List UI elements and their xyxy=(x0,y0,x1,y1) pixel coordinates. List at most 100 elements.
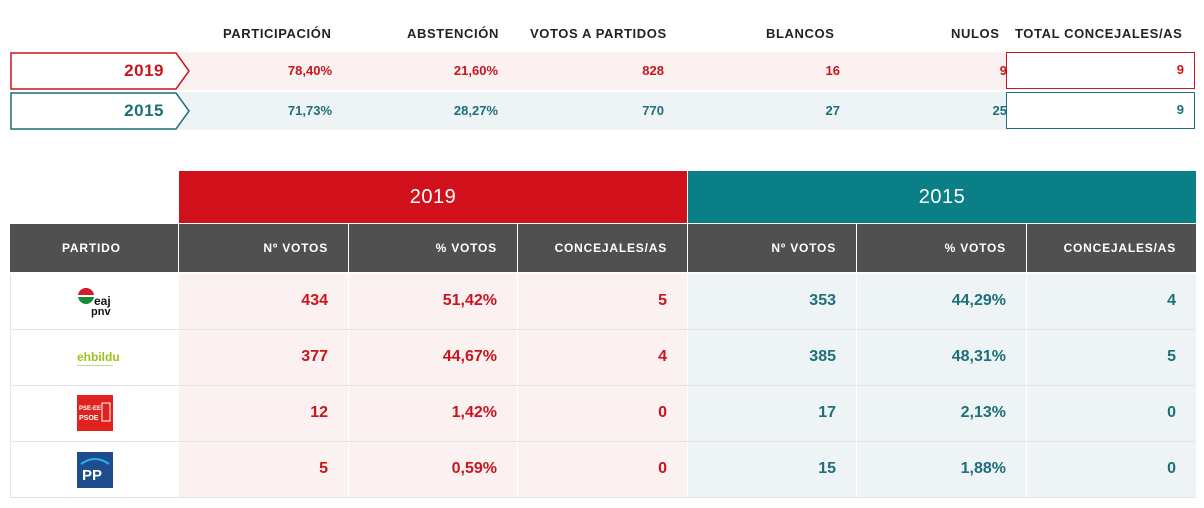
votos-partidos-value: 828 xyxy=(642,63,664,78)
concejales-2015: 0 xyxy=(1167,404,1176,421)
col-header-label: Nº VOTOS xyxy=(771,241,836,255)
votos-2019: 12 xyxy=(310,404,328,421)
pct-2019-cell: 51,42% xyxy=(349,274,518,329)
col-header-label: PARTIDO xyxy=(62,241,121,255)
pct-2015: 48,31% xyxy=(951,348,1006,365)
col-header-label: % VOTOS xyxy=(944,241,1006,255)
pct-2019-cell: 0,59% xyxy=(349,442,518,497)
row-divider xyxy=(10,497,1196,498)
year-tag-2015: 2015 xyxy=(10,92,190,130)
row-divider xyxy=(10,441,1196,442)
year-label: 2019 xyxy=(124,61,164,80)
pct-2015-cell: 2,13% xyxy=(857,386,1027,441)
pct-2019-cell: 1,42% xyxy=(349,386,518,441)
year-arrow-shape xyxy=(10,52,190,90)
total-concejales-value: 9 xyxy=(1176,62,1184,77)
year-arrow-shape xyxy=(10,92,190,130)
party-logo-text: PP xyxy=(82,467,102,484)
participacion-value: 71,73% xyxy=(287,103,332,118)
concejales-2015-cell: 5 xyxy=(1027,330,1196,385)
concejales-2015: 0 xyxy=(1167,460,1176,477)
col-header-votos-2015: Nº VOTOS xyxy=(688,224,856,272)
party-logo-cell: eaj pnv xyxy=(10,274,178,329)
pct-2019: 1,42% xyxy=(451,404,497,421)
votos-2015-cell: 15 xyxy=(688,442,857,497)
col-header-partido: PARTIDO xyxy=(10,224,178,272)
pct-2015: 1,88% xyxy=(960,460,1006,477)
party-logo-cell: PSE-EE PSOE xyxy=(10,386,178,441)
row-divider xyxy=(10,385,1196,386)
total-concejales-box: 9 xyxy=(1006,92,1195,129)
results-year-2019-header: 2019 xyxy=(179,171,687,223)
party-logo-cell: PP xyxy=(10,442,178,497)
pct-2019: 0,59% xyxy=(451,460,497,477)
concejales-2015: 4 xyxy=(1167,292,1176,309)
pct-2015: 2,13% xyxy=(960,404,1006,421)
table-row: PSE-EE PSOE 12 1,42% 0 17 2,13% 0 xyxy=(10,386,1196,441)
total-concejales-box: 9 xyxy=(1006,52,1195,89)
table-row: ehbildu 377 44,67% 4 385 48,31% 5 xyxy=(10,330,1196,385)
concejales-2019-cell: 0 xyxy=(518,386,688,441)
party-logo-text: PSOE xyxy=(79,415,99,422)
party-logo-text: ehbildu xyxy=(77,350,120,364)
party-logo-cell: ehbildu xyxy=(10,330,178,385)
concejales-2019-cell: 5 xyxy=(518,274,688,329)
header-blancos: BLANCOS xyxy=(766,26,835,41)
concejales-2019: 0 xyxy=(658,404,667,421)
col-header-label: CONCEJALES/AS xyxy=(1063,241,1176,255)
votos-2015-cell: 353 xyxy=(688,274,857,329)
pct-2015-cell: 48,31% xyxy=(857,330,1027,385)
pct-2015: 44,29% xyxy=(951,292,1006,309)
votos-2019: 377 xyxy=(301,348,328,365)
col-header-pct-2019: % VOTOS xyxy=(349,224,517,272)
concejales-2015-cell: 0 xyxy=(1027,386,1196,441)
pse-ee-psoe-logo: PSE-EE PSOE xyxy=(77,395,113,431)
pct-2015-cell: 1,88% xyxy=(857,442,1027,497)
votos-2015: 15 xyxy=(818,460,836,477)
votos-2015-cell: 385 xyxy=(688,330,857,385)
votos-2015: 353 xyxy=(809,292,836,309)
eaj-pnv-logo: eaj pnv xyxy=(78,288,111,318)
concejales-2019: 5 xyxy=(658,292,667,309)
col-header-concejales-2019: CONCEJALES/AS xyxy=(518,224,687,272)
party-logo-text: PSE-EE xyxy=(79,406,101,412)
pct-2019: 44,67% xyxy=(442,348,497,365)
table-row: eaj pnv 434 51,42% 5 353 44,29% 4 xyxy=(10,274,1196,329)
pp-logo: PP xyxy=(77,452,113,488)
col-header-label: CONCEJALES/AS xyxy=(554,241,667,255)
concejales-2015-cell: 0 xyxy=(1027,442,1196,497)
party-logo-text: eaj xyxy=(94,294,111,308)
year-label: 2015 xyxy=(124,101,164,120)
col-header-pct-2015: % VOTOS xyxy=(857,224,1026,272)
abstencion-value: 28,27% xyxy=(453,103,498,118)
concejales-2015-cell: 4 xyxy=(1027,274,1196,329)
votos-partidos-value: 770 xyxy=(642,103,664,118)
col-header-concejales-2015: CONCEJALES/AS xyxy=(1027,224,1196,272)
header-nulos: NULOS xyxy=(951,26,1000,41)
concejales-2015: 5 xyxy=(1167,348,1176,365)
votos-2019-cell: 377 xyxy=(179,330,349,385)
summary-row-2019: 2019 78,40% 21,60% 828 16 9 9 xyxy=(10,52,1196,90)
header-total-concejales: TOTAL CONCEJALES/AS xyxy=(1015,26,1183,41)
votos-2019-cell: 5 xyxy=(179,442,349,497)
concejales-2019-cell: 4 xyxy=(518,330,688,385)
pct-2015-cell: 44,29% xyxy=(857,274,1027,329)
votos-2019: 5 xyxy=(319,460,328,477)
blancos-value: 27 xyxy=(825,103,840,118)
header-participacion: PARTICIPACIÓN xyxy=(223,26,332,41)
abstencion-value: 21,60% xyxy=(453,63,498,78)
votos-2015: 17 xyxy=(818,404,836,421)
table-row: PP 5 0,59% 0 15 1,88% 0 xyxy=(10,442,1196,497)
header-votos-partidos: VOTOS A PARTIDOS xyxy=(530,26,667,41)
header-abstencion: ABSTENCIÓN xyxy=(407,26,499,41)
year-tag-2019: 2019 xyxy=(10,52,190,90)
votos-2015: 385 xyxy=(809,348,836,365)
votos-2019-cell: 434 xyxy=(179,274,349,329)
nulos-value: 9 xyxy=(999,63,1007,78)
concejales-2019: 0 xyxy=(658,460,667,477)
concejales-2019-cell: 0 xyxy=(518,442,688,497)
row-divider xyxy=(10,329,1196,330)
nulos-value: 25 xyxy=(992,103,1007,118)
ehbildu-logo: ehbildu xyxy=(77,350,120,366)
votos-2019-cell: 12 xyxy=(179,386,349,441)
